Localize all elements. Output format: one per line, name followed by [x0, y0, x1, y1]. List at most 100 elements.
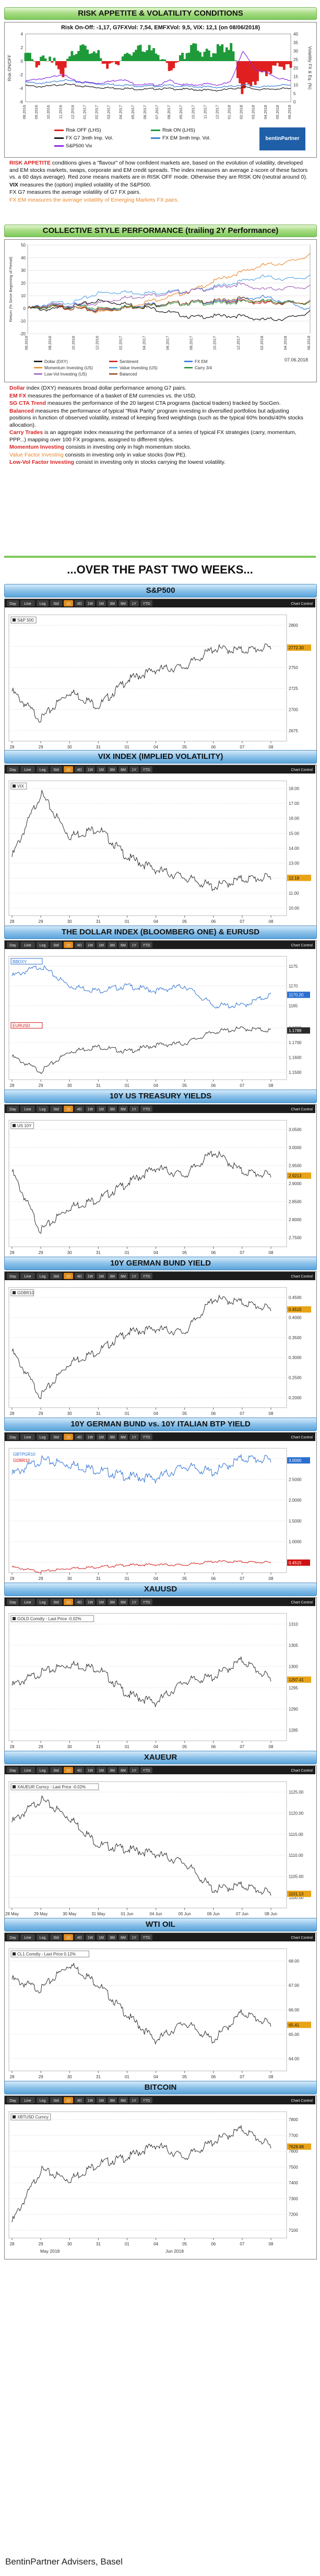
ust-chart-panel: Day Line Log Std 1D 4D 1W 1M 3M 6M 1Y YTD Chart Cont…: [4, 1104, 317, 1268]
collective-y-tick: 40: [21, 255, 26, 260]
xausd-x-tick: 29: [39, 1744, 43, 1749]
xausd-chart-panel: Day Line Log Std 1D 4D 1W 1M 3M 6M 1Y YTD Chart Cont…: [4, 1597, 317, 1762]
spx-y-tick: 2750: [289, 665, 298, 670]
xaueur-series-line: [11, 1795, 271, 1896]
vix-toolbar-button-label: 1Y: [132, 768, 137, 772]
wti-toolbar-button: [64, 1934, 73, 1940]
ust-toolbar-button: [86, 1106, 95, 1112]
dollar-y-tick: 1.1700: [289, 1040, 302, 1045]
vix-x-tick: 08: [269, 919, 274, 924]
weeks-divider: [4, 556, 316, 558]
btp-toolbar-button: [20, 1434, 35, 1440]
btp-toolbar-button-label: Std: [53, 1436, 59, 1439]
wti-toolbar-button: [20, 1934, 35, 1940]
dollar-plot-area: [8, 956, 287, 1080]
collective-x-tick: 06.2018: [306, 336, 311, 350]
btc-x-tick: 05: [182, 2242, 187, 2246]
ust-x-tick: 30: [67, 1250, 72, 1255]
xaueur-toolbar-button-label: 3M: [110, 1769, 115, 1773]
dollar-toolbar-button-label: 6M: [121, 944, 126, 947]
dollar-label-top: BBDXY: [13, 959, 27, 964]
vix-toolbar-button: [64, 766, 73, 772]
xaueur-banner-title: XAUEUR: [144, 1753, 177, 1762]
spx-toolbar-button-label: Std: [53, 602, 59, 606]
footer-text: BentinPartner Advisers, Basel: [5, 2557, 123, 2567]
btp-toolbar-button-label: YTD: [143, 1436, 150, 1439]
xausd-toolbar-button: [75, 1599, 84, 1605]
risk-x-tick: 06.2017: [143, 105, 147, 119]
xaueur-y-tick: 1120.00: [289, 1811, 304, 1816]
xaueur-toolbar-button-label: 1D: [66, 1769, 71, 1773]
spx-x-tick: 30: [67, 745, 72, 750]
dollar-y-tick: 1175: [289, 964, 298, 969]
spx-series-label: S&P 500: [17, 618, 34, 623]
collective-legend-label: Value Investing (US): [120, 366, 158, 370]
bund-last-value: 0.4515: [289, 1307, 302, 1312]
risk-x-tick: 02.2018: [239, 105, 244, 119]
xaueur-toolbar-button: [108, 1767, 117, 1773]
wti-toolbar-button-label: Day: [9, 1936, 16, 1940]
bund-toolbar-button: [140, 1273, 152, 1279]
xaueur-chart: Day Line Log Std 1D 4D 1W 1M 3M 6M 1Y YTD Chart Cont…: [5, 1766, 315, 1924]
btc-toolbar-button-label: 4D: [77, 2099, 82, 2103]
xausd-series-label-swatch: [13, 1617, 16, 1620]
dollar-label-bot: EURUSD: [13, 1024, 30, 1028]
xaueur-y-tick: 1105.00: [289, 1875, 304, 1879]
wti-toolbar-chart-control: Chart Control: [291, 1936, 313, 1940]
xausd-toolbar-button-label: YTD: [143, 1601, 150, 1605]
bund-toolbar-button-label: 4D: [77, 1275, 82, 1279]
ust-x-tick: 07: [240, 1250, 244, 1255]
ust-series-label-swatch: [13, 1124, 16, 1127]
btc-series-label-box: [10, 2113, 51, 2121]
ust-x-tick: 31: [96, 1250, 101, 1255]
btp-x-tick: 08: [269, 1576, 274, 1581]
xaueur-x-tick: 06 Jun: [207, 1912, 220, 1916]
vix-y-tick: 11.00: [289, 891, 299, 896]
dollar-toolbar-button: [50, 942, 62, 948]
vix-toolbar-button-label: 1W: [88, 768, 93, 772]
bund-toolbar-button: [7, 1273, 19, 1279]
bund-x-tick: 08: [269, 1411, 274, 1416]
dollar-x-tick: 06: [211, 1083, 216, 1088]
fx-em-line: [25, 79, 291, 89]
wti-x-tick: 30: [67, 2075, 72, 2079]
wti-chart-panel: Day Line Log Std 1D 4D 1W 1M 3M 6M 1Y YTD Chart Cont…: [4, 1933, 317, 2092]
bund-chart: Day Line Log Std 1D 4D 1W 1M 3M 6M 1Y YTD Chart Cont…: [5, 1272, 315, 1423]
btc-x-tick: 31: [96, 2242, 101, 2246]
legend-fx-em: FX EM 3mth Imp. Vol.: [151, 135, 210, 141]
vix-toolbar-button-label: 4D: [77, 768, 82, 772]
btp-y-tick: 2.5000: [289, 1478, 302, 1482]
wti-chart: Day Line Log Std 1D 4D 1W 1M 3M 6M 1Y YTD Chart Cont…: [5, 1933, 315, 2087]
xaueur-toolbar-button: [37, 1767, 49, 1773]
vix-toolbar-button: [75, 766, 84, 772]
wti-x-tick: 29: [39, 2075, 43, 2079]
ust-chart: Day Line Log Std 1D 4D 1W 1M 3M 6M 1Y YTD Chart Cont…: [5, 1105, 315, 1262]
xausd-x-tick: 05: [182, 1744, 187, 1749]
wti-toolbar-button-label: Std: [53, 1936, 59, 1940]
ust-toolbar-button: [7, 1106, 19, 1112]
xausd-toolbar-button-label: Line: [24, 1601, 31, 1605]
ust-y-tick: 3.0500: [289, 1127, 302, 1132]
collective-series-line: [27, 282, 311, 309]
btc-x-tick: 06: [211, 2242, 216, 2246]
spx-toolbar-button: [20, 600, 35, 606]
dollar-toolbar-button-label: Std: [53, 944, 59, 947]
btp-x-tick: 30: [67, 1576, 72, 1581]
spx-last-value: 2772.30: [289, 646, 304, 650]
wti-banner: WTI OIL: [4, 1918, 317, 1931]
wti-toolbar-button-label: 1M: [99, 1936, 104, 1940]
xausd-x-tick: 30: [67, 1744, 72, 1749]
dollar-y-tick: 1165: [289, 1003, 298, 1008]
collective-x-tick: 10.2016: [71, 336, 76, 350]
btp-x-tick: 01: [125, 1576, 129, 1581]
vix-toolbar-button: [7, 766, 19, 772]
vix-line: [25, 51, 291, 86]
collective-legend-label: Dollar (DXY): [44, 359, 68, 364]
ust-series-label-box: [10, 1122, 34, 1129]
collective-legend-label: Low-Vol Investing (US): [44, 372, 87, 377]
risk-x-tick: 12.2017: [215, 105, 219, 119]
vix-toolbar-button-label: Log: [40, 768, 46, 772]
bund-y-tick: 0.2000: [289, 1396, 302, 1400]
xaueur-toolbar-button: [86, 1767, 95, 1773]
